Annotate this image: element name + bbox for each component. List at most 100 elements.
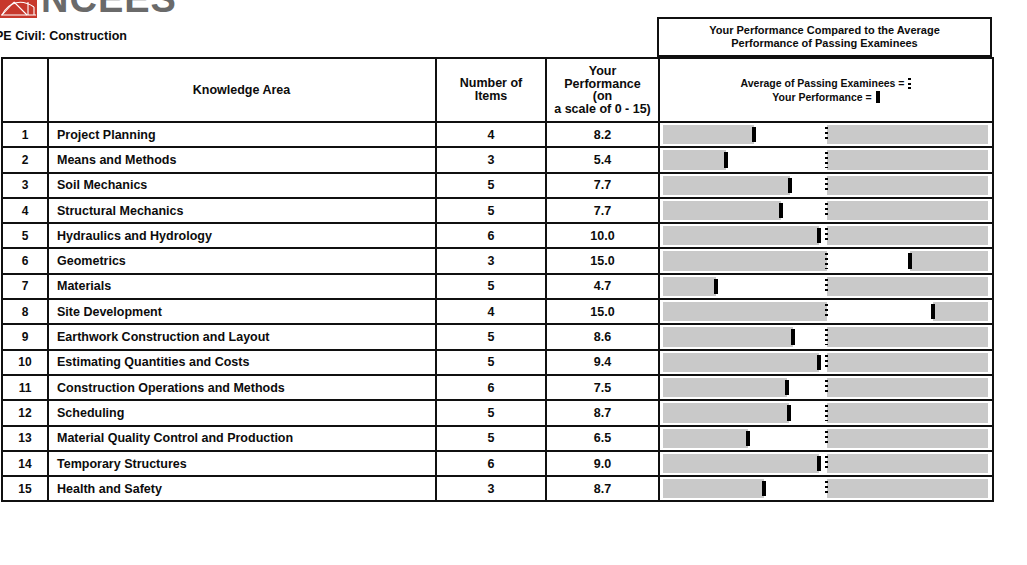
- header-blank: [2, 58, 48, 122]
- comparison-bar-track: [663, 150, 988, 169]
- number-of-items-cell: 3: [436, 476, 546, 501]
- comparison-bar-track: [663, 353, 988, 372]
- your-performance-cell: 7.7: [546, 173, 659, 198]
- comparison-bar-track: [663, 277, 988, 296]
- row-number: 1: [2, 122, 48, 147]
- performance-range: [764, 479, 827, 498]
- your-performance-cell: 15.0: [546, 299, 659, 324]
- knowledge-area-cell: Geometrics: [48, 248, 436, 273]
- knowledge-area-cell: Material Quality Control and Production: [48, 426, 436, 451]
- comparison-bar-cell: [659, 350, 993, 375]
- table-row: 15 Health and Safety 3 8.7: [2, 476, 993, 501]
- comparison-bar-track: [663, 378, 988, 397]
- table-row: 14 Temporary Structures 6 9.0: [2, 451, 993, 476]
- comparison-bar-cell: [659, 122, 993, 147]
- performance-range: [827, 251, 910, 270]
- comparison-bar-track: [663, 327, 988, 346]
- number-of-items-cell: 5: [436, 274, 546, 299]
- comparison-header-box: Your Performance Compared to the Average…: [657, 17, 992, 57]
- knowledge-area-cell: Scheduling: [48, 400, 436, 425]
- row-number: 6: [2, 248, 48, 273]
- comparison-bar-track: [663, 201, 988, 220]
- table-row: 6 Geometrics 3 15.0: [2, 248, 993, 273]
- comparison-bar-cell: [659, 299, 993, 324]
- legend-average: Average of Passing Examinees =: [741, 77, 912, 90]
- knowledge-area-cell: Hydraulics and Hydrology: [48, 223, 436, 248]
- your-performance-marker: [724, 152, 728, 167]
- your-performance-cell: 9.4: [546, 350, 659, 375]
- table-row: 13 Material Quality Control and Producti…: [2, 426, 993, 451]
- your-performance-cell: 10.0: [546, 223, 659, 248]
- header-number-of-items: Number of Items: [436, 58, 546, 122]
- row-number: 7: [2, 274, 48, 299]
- your-performance-cell: 8.7: [546, 400, 659, 425]
- your-performance-cell: 7.5: [546, 375, 659, 400]
- ncees-logo-icon: [0, 0, 37, 18]
- table-row: 1 Project Planning 4 8.2: [2, 122, 993, 147]
- knowledge-area-cell: Construction Operations and Methods: [48, 375, 436, 400]
- performance-range: [748, 429, 827, 448]
- knowledge-area-cell: Project Planning: [48, 122, 436, 147]
- diagnostic-table: Knowledge Area Number of Items Your Perf…: [1, 57, 994, 502]
- your-performance-marker: [788, 178, 792, 193]
- comparison-bar-track: [663, 226, 988, 245]
- comparison-bar-cell: [659, 400, 993, 425]
- knowledge-area-cell: Temporary Structures: [48, 451, 436, 476]
- ncees-wordmark: NCEES: [41, 0, 261, 13]
- number-of-items-cell: 5: [436, 426, 546, 451]
- average-marker: [825, 481, 828, 496]
- row-number: 12: [2, 400, 48, 425]
- comparison-bar-cell: [659, 324, 993, 349]
- your-performance-marker: [908, 253, 912, 268]
- row-number: 14: [2, 451, 48, 476]
- header-your-performance: Your Performance (on a scale of 0 - 15): [546, 58, 659, 122]
- performance-range: [787, 378, 827, 397]
- comparison-bar-cell: [659, 223, 993, 248]
- comparison-bar-cell: [659, 375, 993, 400]
- performance-range: [754, 125, 827, 144]
- number-of-items-cell: 5: [436, 173, 546, 198]
- knowledge-area-cell: Structural Mechanics: [48, 198, 436, 223]
- row-number: 5: [2, 223, 48, 248]
- row-number: 9: [2, 324, 48, 349]
- your-performance-marker: [714, 279, 718, 294]
- average-marker: [825, 304, 828, 319]
- your-performance-marker: [817, 228, 821, 243]
- number-of-items-cell: 6: [436, 375, 546, 400]
- knowledge-area-cell: Soil Mechanics: [48, 173, 436, 198]
- number-of-items-cell: 3: [436, 248, 546, 273]
- average-marker: [825, 355, 828, 370]
- your-performance-marker: [791, 329, 795, 344]
- knowledge-area-cell: Estimating Quantities and Costs: [48, 350, 436, 375]
- your-performance-marker: [817, 456, 821, 471]
- average-marker: [825, 431, 828, 446]
- table-row: 3 Soil Mechanics 5 7.7: [2, 173, 993, 198]
- row-number: 10: [2, 350, 48, 375]
- average-marker: [825, 127, 828, 142]
- legend-your: Your Performance =: [772, 91, 879, 104]
- comparison-bar-track: [663, 454, 988, 473]
- table-row: 2 Means and Methods 3 5.4: [2, 147, 993, 172]
- table-row: 8 Site Development 4 15.0: [2, 299, 993, 324]
- your-performance-cell: 8.2: [546, 122, 659, 147]
- comparison-bar-cell: [659, 173, 993, 198]
- your-performance-marker: [746, 431, 750, 446]
- your-performance-marker-icon: [876, 91, 880, 103]
- your-performance-marker: [779, 203, 783, 218]
- comparison-bar-cell: [659, 274, 993, 299]
- performance-range: [790, 176, 826, 195]
- average-marker: [825, 405, 828, 420]
- comparison-bar-track: [663, 302, 988, 321]
- table-row: 5 Hydraulics and Hydrology 6 10.0: [2, 223, 993, 248]
- legend-cell: Average of Passing Examinees = Your Perf…: [659, 58, 993, 122]
- table-row: 11 Construction Operations and Methods 6…: [2, 375, 993, 400]
- number-of-items-cell: 4: [436, 122, 546, 147]
- number-of-items-cell: 5: [436, 400, 546, 425]
- performance-range: [793, 327, 826, 346]
- comparison-header-line2: Performance of Passing Examinees: [731, 37, 917, 50]
- comparison-bar-cell: [659, 147, 993, 172]
- performance-range: [789, 403, 826, 422]
- your-performance-marker: [762, 481, 766, 496]
- average-marker-icon: [908, 78, 911, 89]
- your-performance-marker: [785, 380, 789, 395]
